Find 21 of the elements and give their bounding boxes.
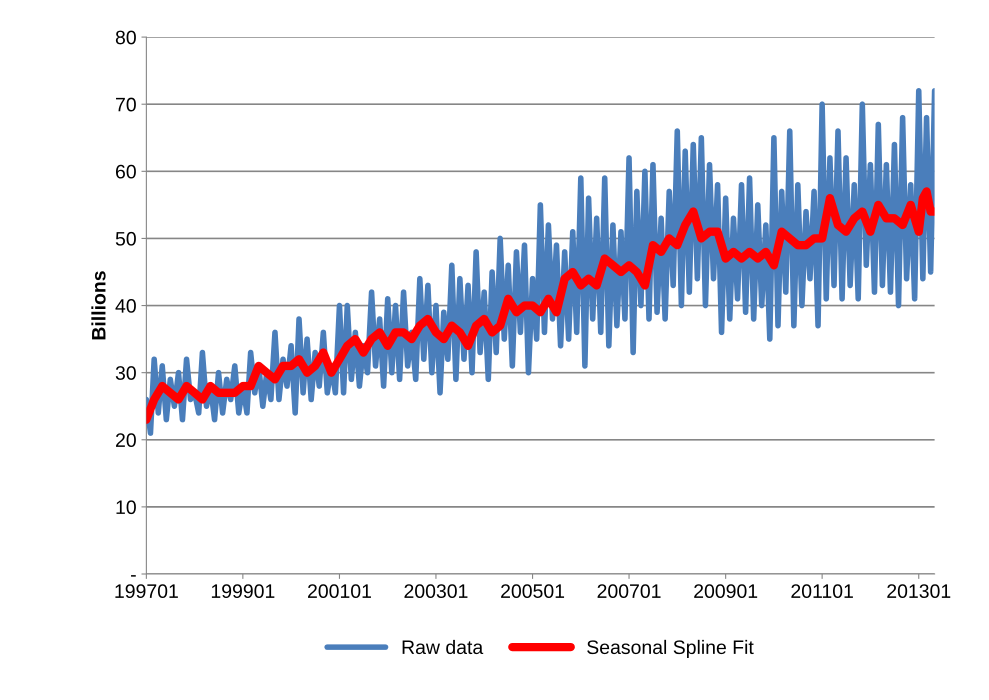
x-tick-label: 200901 <box>694 584 758 598</box>
y-tick-label: 30 <box>116 366 136 380</box>
y-tick-label: 70 <box>116 98 136 112</box>
x-tick-label: 200501 <box>501 584 564 598</box>
y-tick-label: 20 <box>116 433 136 448</box>
x-tick-label: 199901 <box>212 584 274 598</box>
y-tick-label: 40 <box>115 299 136 313</box>
x-tick-label: 200701 <box>598 584 661 598</box>
x-tick-label: 201101 <box>791 584 853 598</box>
legend-label: Raw data <box>402 640 484 654</box>
y-tick-label: 60 <box>116 164 136 179</box>
x-tick-label: 199701 <box>115 584 178 598</box>
x-tick-label: 201301 <box>887 584 950 598</box>
y-tick-label: 10 <box>116 500 136 514</box>
y-tick-label: 50 <box>116 232 136 246</box>
x-tick-label: 200101 <box>308 584 371 598</box>
y-tick-label: 80 <box>116 30 136 44</box>
legend-label: Seasonal Spline Fit <box>587 640 754 658</box>
y-tick-label: - <box>131 575 136 577</box>
y-axis-title: Billions <box>91 271 106 340</box>
x-tick-label: 200301 <box>404 584 468 598</box>
